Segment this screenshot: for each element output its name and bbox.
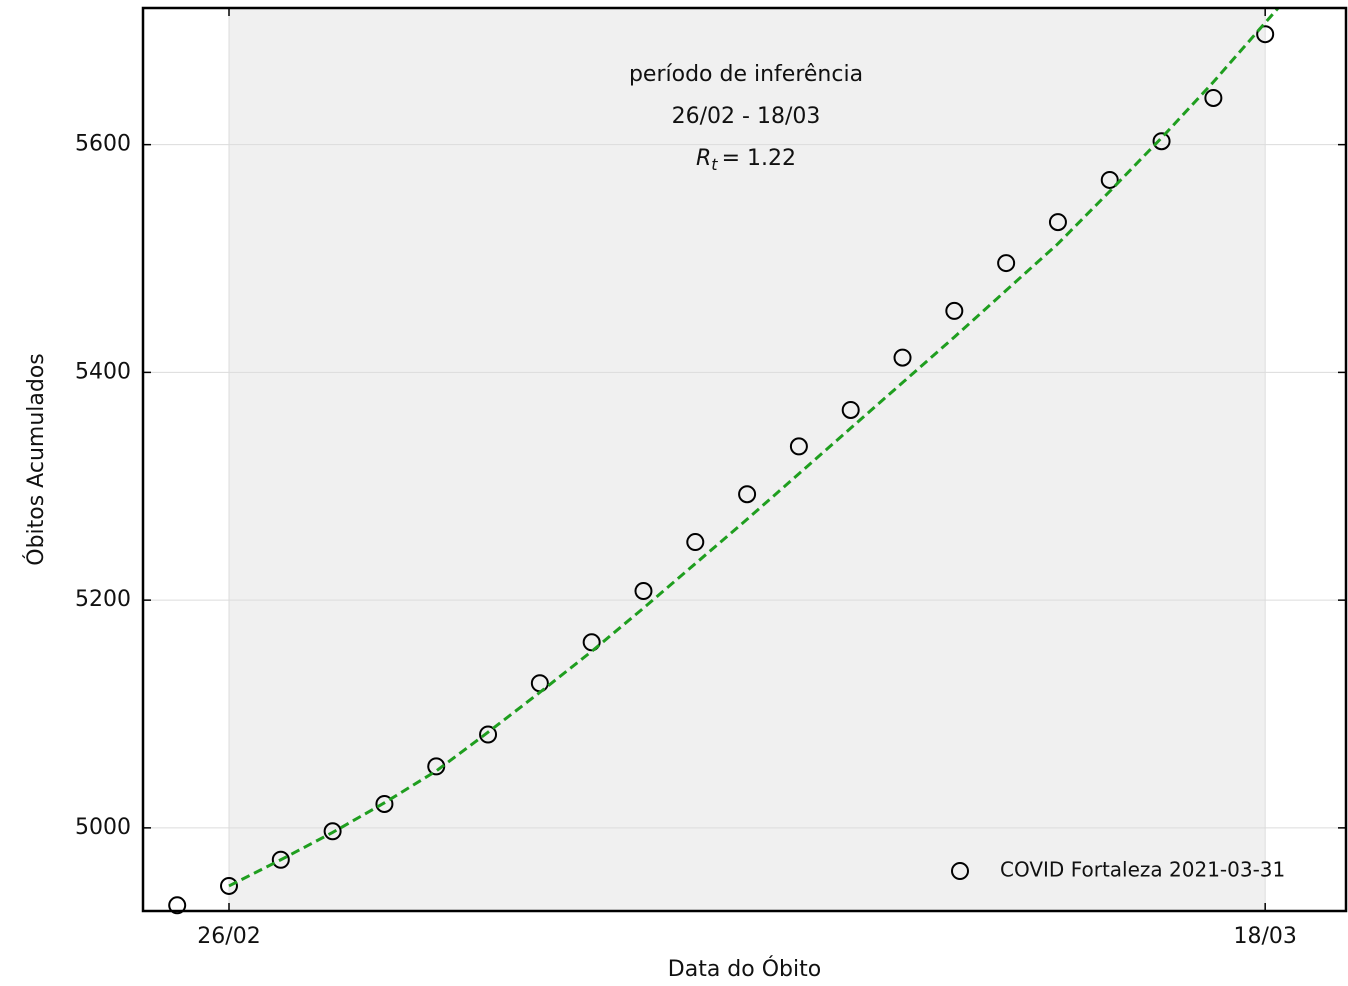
y-tick-label: 5400: [75, 359, 131, 384]
data-point: [271, 850, 290, 869]
y-tick-label: 5200: [75, 587, 131, 612]
data-point: [1152, 132, 1171, 151]
data-point: [1048, 213, 1067, 232]
data-point: [1100, 170, 1119, 189]
data-point: [375, 794, 394, 813]
data-point: [582, 633, 601, 652]
annotation-line: período de inferência: [629, 62, 863, 87]
data-point: [1256, 25, 1275, 44]
x-tick-label: 26/02: [197, 924, 260, 949]
legend-marker: [951, 862, 969, 880]
y-tick-label: 5600: [75, 132, 131, 157]
y-tick-label: 5000: [75, 815, 131, 840]
data-point: [479, 725, 498, 744]
rt-text: = 1.22: [722, 146, 796, 171]
annotation-rt: Rt = 1.22: [696, 146, 796, 174]
data-point: [168, 896, 187, 915]
data-point: [945, 301, 964, 320]
data-point: [893, 348, 912, 367]
plot-frame: [141, 6, 1348, 913]
data-point: [686, 533, 705, 552]
annotation-line: 26/02 - 18/03: [672, 104, 821, 129]
data-point: [634, 582, 653, 601]
rt-symbol: R: [696, 146, 711, 171]
data-point: [841, 400, 860, 419]
data-point: [1204, 88, 1223, 107]
fit-line: [228, 8, 1280, 888]
inference-span: [229, 8, 1266, 911]
data-point: [220, 876, 239, 895]
data-point: [323, 822, 342, 841]
data-point: [997, 254, 1016, 273]
data-point: [738, 485, 757, 504]
legend-label: COVID Fortaleza 2021-03-31: [1000, 858, 1285, 882]
x-tick-label: 18/03: [1233, 924, 1296, 949]
data-point: [789, 437, 808, 456]
rt-subscript: t: [711, 155, 718, 174]
x-axis-label: Data do Óbito: [668, 956, 821, 982]
y-axis-label: Óbitos Acumulados: [23, 353, 49, 566]
